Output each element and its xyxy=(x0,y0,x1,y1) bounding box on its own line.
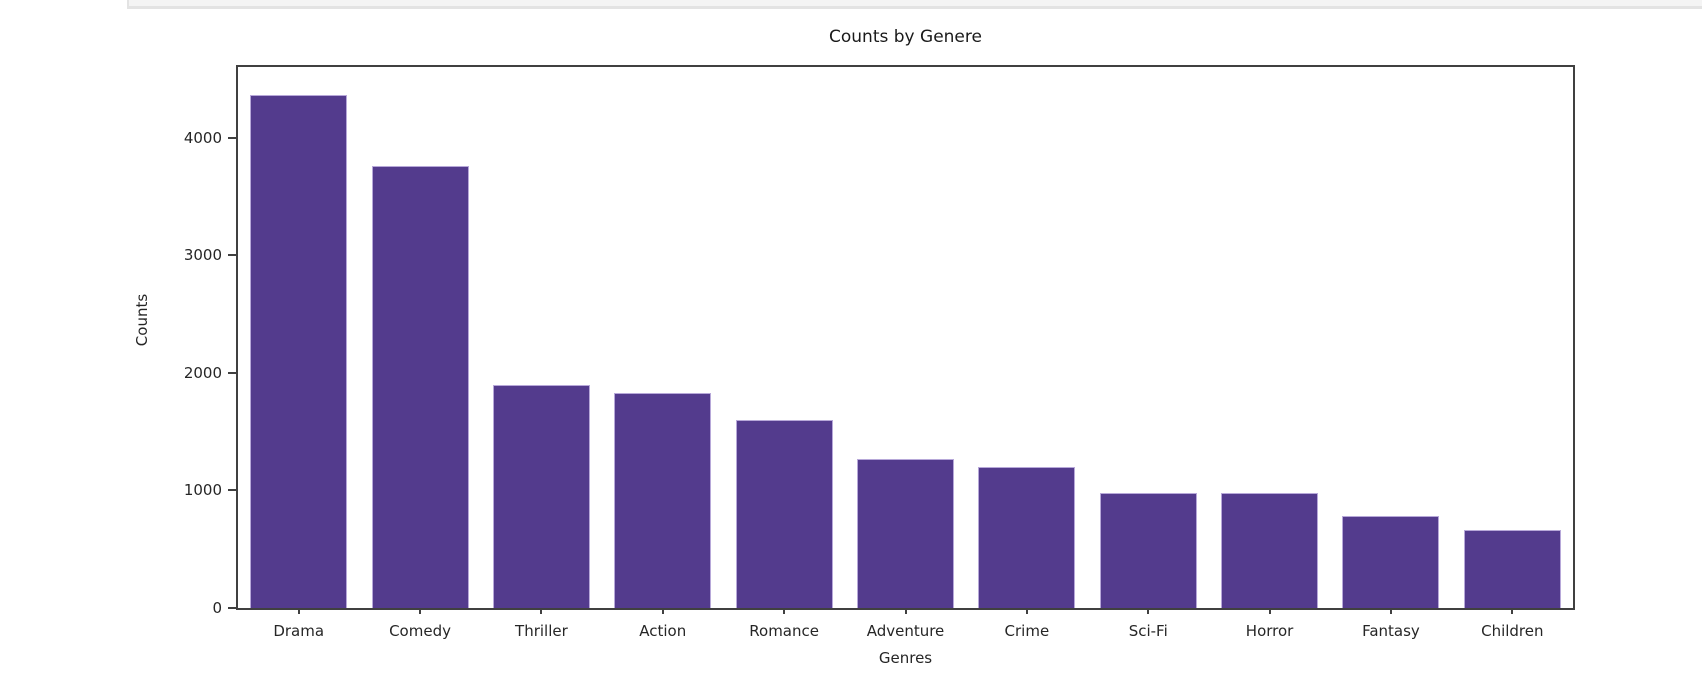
y-tick-mark xyxy=(228,254,236,257)
x-tick-label-crime: Crime xyxy=(1004,622,1050,640)
bar-action xyxy=(614,393,712,608)
x-tick-mark xyxy=(1389,608,1392,614)
x-tick-label-action: Action xyxy=(639,622,687,640)
y-tick-mark xyxy=(228,136,236,139)
plot-area xyxy=(236,65,1575,610)
y-tick-label: 4000 xyxy=(183,128,222,147)
bar-thriller xyxy=(492,385,590,608)
x-tick-label-thriller: Thriller xyxy=(515,622,568,640)
bar-crime xyxy=(978,467,1076,608)
x-tick-label-adventure: Adventure xyxy=(866,622,945,640)
notebook-cell-bottom-edge xyxy=(127,0,1702,9)
x-tick-mark xyxy=(1147,608,1150,614)
bar-romance xyxy=(735,420,833,608)
x-tick-mark xyxy=(661,608,664,614)
chart-title: Counts by Genere xyxy=(829,27,982,47)
x-tick-mark xyxy=(1268,608,1271,614)
x-tick-mark xyxy=(297,608,300,614)
bar-adventure xyxy=(856,459,955,608)
y-tick-label: 2000 xyxy=(183,363,222,382)
x-tick-label-sci-fi: Sci-Fi xyxy=(1128,622,1168,640)
y-axis-label: Counts xyxy=(133,293,151,347)
x-tick-label-fantasy: Fantasy xyxy=(1362,622,1420,640)
bar-horror xyxy=(1221,492,1319,608)
x-tick-mark xyxy=(904,608,907,614)
x-tick-mark xyxy=(783,608,786,614)
y-tick-mark xyxy=(228,489,236,492)
bars-container xyxy=(238,67,1573,608)
bar-fantasy xyxy=(1342,516,1440,608)
x-tick-mark xyxy=(419,608,422,614)
x-tick-mark xyxy=(1025,608,1028,614)
bar-sci-fi xyxy=(1099,492,1197,608)
x-tick-label-comedy: Comedy xyxy=(389,622,451,640)
bar-drama xyxy=(250,95,348,608)
x-tick-label-drama: Drama xyxy=(273,622,325,640)
y-tick-mark xyxy=(228,371,236,374)
y-tick-label: 3000 xyxy=(183,246,222,265)
y-tick-mark xyxy=(228,607,236,609)
x-tick-mark xyxy=(1511,608,1514,614)
x-tick-mark xyxy=(540,608,543,614)
y-tick-label: 0 xyxy=(212,599,222,617)
bar-children xyxy=(1463,529,1561,608)
bar-comedy xyxy=(371,166,469,608)
x-tick-label-children: Children xyxy=(1481,622,1544,640)
x-tick-label-horror: Horror xyxy=(1245,622,1294,640)
y-tick-label: 1000 xyxy=(183,481,222,500)
x-axis-label: Genres xyxy=(878,649,933,667)
x-tick-label-romance: Romance xyxy=(749,622,819,640)
